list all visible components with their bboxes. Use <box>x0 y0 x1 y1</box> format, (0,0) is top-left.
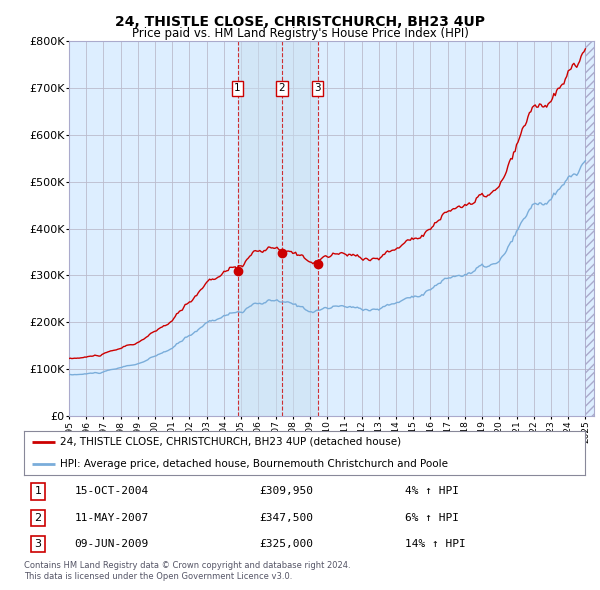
Text: 11-MAY-2007: 11-MAY-2007 <box>74 513 149 523</box>
Text: Contains HM Land Registry data © Crown copyright and database right 2024.: Contains HM Land Registry data © Crown c… <box>24 560 350 569</box>
Text: 24, THISTLE CLOSE, CHRISTCHURCH, BH23 4UP: 24, THISTLE CLOSE, CHRISTCHURCH, BH23 4U… <box>115 15 485 29</box>
Text: 14% ↑ HPI: 14% ↑ HPI <box>406 539 466 549</box>
Text: 2: 2 <box>278 83 285 93</box>
Text: 3: 3 <box>35 539 41 549</box>
Bar <box>238 41 317 416</box>
Text: 1: 1 <box>234 83 241 93</box>
Text: 2: 2 <box>34 513 41 523</box>
Text: £347,500: £347,500 <box>260 513 314 523</box>
Text: HPI: Average price, detached house, Bournemouth Christchurch and Poole: HPI: Average price, detached house, Bour… <box>61 459 448 469</box>
Text: £325,000: £325,000 <box>260 539 314 549</box>
Text: 15-OCT-2004: 15-OCT-2004 <box>74 486 149 496</box>
Text: 4% ↑ HPI: 4% ↑ HPI <box>406 486 460 496</box>
Text: 24, THISTLE CLOSE, CHRISTCHURCH, BH23 4UP (detached house): 24, THISTLE CLOSE, CHRISTCHURCH, BH23 4U… <box>61 437 401 447</box>
Text: 09-JUN-2009: 09-JUN-2009 <box>74 539 149 549</box>
Text: This data is licensed under the Open Government Licence v3.0.: This data is licensed under the Open Gov… <box>24 572 292 581</box>
Text: 1: 1 <box>35 486 41 496</box>
Text: 3: 3 <box>314 83 321 93</box>
Text: 6% ↑ HPI: 6% ↑ HPI <box>406 513 460 523</box>
Text: £309,950: £309,950 <box>260 486 314 496</box>
Text: Price paid vs. HM Land Registry's House Price Index (HPI): Price paid vs. HM Land Registry's House … <box>131 27 469 40</box>
